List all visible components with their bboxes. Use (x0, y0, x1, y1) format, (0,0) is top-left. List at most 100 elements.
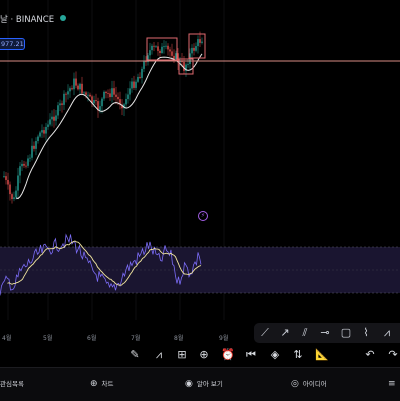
zigzag-icon[interactable]: ⩘ (383, 326, 391, 339)
rectangle-icon[interactable]: ▢ (340, 326, 352, 339)
path-icon[interactable]: ⌇ (363, 326, 369, 339)
undo-icon[interactable]: ↶ (365, 348, 375, 361)
candle (65, 92, 67, 103)
candle (193, 43, 195, 56)
candle (165, 41, 167, 50)
candle (31, 138, 33, 161)
ray-icon[interactable]: ↗ (280, 326, 290, 339)
candle (25, 161, 27, 169)
candle (133, 75, 135, 90)
candle (191, 44, 193, 61)
candle (71, 85, 73, 91)
candle (109, 88, 111, 102)
long-position-icon[interactable]: ⇅ (293, 348, 303, 361)
candle (5, 172, 7, 185)
rsi-line (0, 233, 202, 296)
rectangle-drawing (188, 33, 206, 59)
candle (15, 186, 17, 200)
candle (3, 171, 5, 179)
candle (81, 76, 83, 96)
candles (3, 31, 203, 204)
candle (59, 99, 61, 112)
candle (151, 43, 153, 55)
nav-chart[interactable]: ⊕ 차트 (90, 377, 114, 391)
add-icon[interactable]: ⊕ (199, 348, 209, 361)
candle (141, 66, 143, 84)
candle (105, 90, 107, 99)
alarm-icon[interactable]: ⏰ (221, 348, 235, 361)
month-label-jul: 7월 (131, 335, 141, 342)
bottom-navigation: 관심목록 ⊕ 차트 ◉ 알아 보기 ◎ 아이디어 ≡ (0, 367, 400, 401)
candle (147, 53, 149, 66)
nav-ideas-label: 아이디어 (302, 380, 327, 388)
candle (87, 91, 89, 102)
nav-ideas[interactable]: ◎ 아이디어 (291, 377, 327, 391)
candle (85, 90, 87, 99)
candle (119, 91, 121, 110)
symbol-title[interactable]: 날 · BINANCE (0, 15, 55, 25)
candle (197, 35, 199, 54)
candle (135, 79, 137, 91)
candle (97, 97, 99, 118)
candle (101, 97, 103, 114)
candle (37, 134, 39, 144)
candle (123, 102, 125, 117)
chart-pattern-icon[interactable]: ⩘ (155, 348, 163, 361)
candle (131, 77, 133, 93)
price-label: 977.21 (0, 38, 25, 50)
trend-line-icon[interactable]: ⟋ (261, 326, 269, 339)
candle (125, 93, 127, 109)
candle (171, 43, 173, 60)
month-label-jun: 6월 (87, 335, 97, 342)
redo-icon[interactable]: ↷ (388, 348, 398, 361)
measure-icon[interactable]: ⊞ (177, 348, 187, 361)
candle (75, 71, 77, 89)
candle (111, 80, 113, 103)
candle (21, 159, 23, 172)
brush-icon[interactable]: ✎ (130, 348, 140, 361)
candle (23, 160, 25, 168)
lightbulb-icon: ◎ (291, 379, 299, 389)
candle (89, 92, 91, 98)
ruler-icon[interactable]: 📐 (315, 348, 329, 361)
nav-explore-label: 알아 보기 (196, 380, 223, 388)
candle (19, 162, 21, 184)
nav-explore[interactable]: ◉ 알아 보기 (185, 377, 223, 391)
candle (57, 101, 59, 119)
candle (175, 50, 177, 62)
candle (73, 72, 75, 96)
candle (103, 90, 105, 101)
candle (161, 43, 163, 55)
candle (115, 86, 117, 105)
candle (139, 72, 141, 80)
nav-menu[interactable]: ≡ (388, 377, 400, 391)
rectangle-drawing (146, 37, 178, 61)
nav-watchlist-label: 관심목록 (0, 380, 24, 388)
month-label-aug: 8월 (174, 335, 184, 342)
candle (43, 126, 45, 138)
nav-chart-label: 차트 (101, 380, 114, 388)
nav-watchlist[interactable]: 관심목록 (0, 377, 24, 391)
candle (187, 58, 189, 68)
menu-icon: ≡ (388, 379, 396, 389)
candle (13, 191, 15, 202)
alert-icon[interactable]: ⚡ (198, 211, 208, 221)
candle (79, 82, 81, 95)
compass-icon: ◉ (185, 379, 193, 389)
candle (177, 48, 179, 70)
month-label-may: 5월 (43, 335, 53, 342)
layers-icon[interactable]: ◈ (270, 348, 280, 361)
horizontal-ray-icon[interactable]: ⊸ (320, 326, 330, 339)
rsi-ma-line (7, 240, 202, 286)
candle (113, 80, 115, 101)
candle (127, 88, 129, 104)
rewind-icon[interactable]: ⏮ (246, 348, 256, 361)
candle (27, 155, 29, 168)
candle (121, 99, 123, 116)
candle (91, 94, 93, 108)
candle (9, 181, 11, 201)
candle (67, 84, 69, 100)
parallel-channel-icon[interactable]: ⫽ (302, 326, 308, 339)
candle (47, 120, 49, 130)
